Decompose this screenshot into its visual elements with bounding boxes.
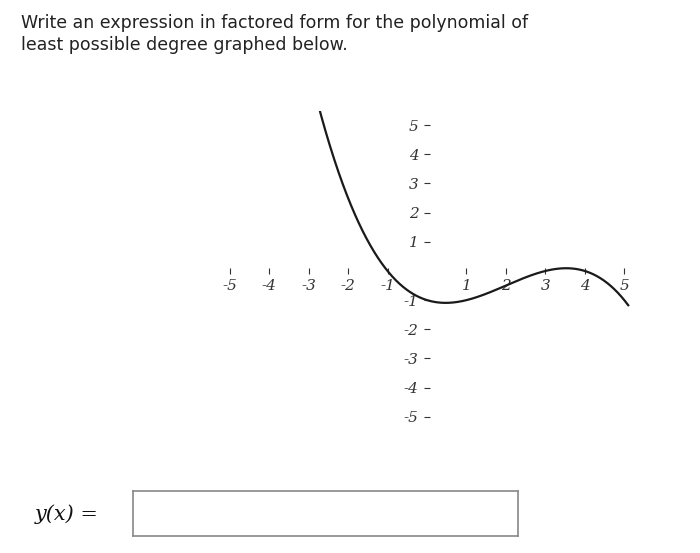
Text: least possible degree graphed below.: least possible degree graphed below. [21, 36, 348, 54]
Text: y(x) =: y(x) = [35, 504, 99, 524]
Text: Write an expression in factored form for the polynomial of: Write an expression in factored form for… [21, 14, 528, 32]
